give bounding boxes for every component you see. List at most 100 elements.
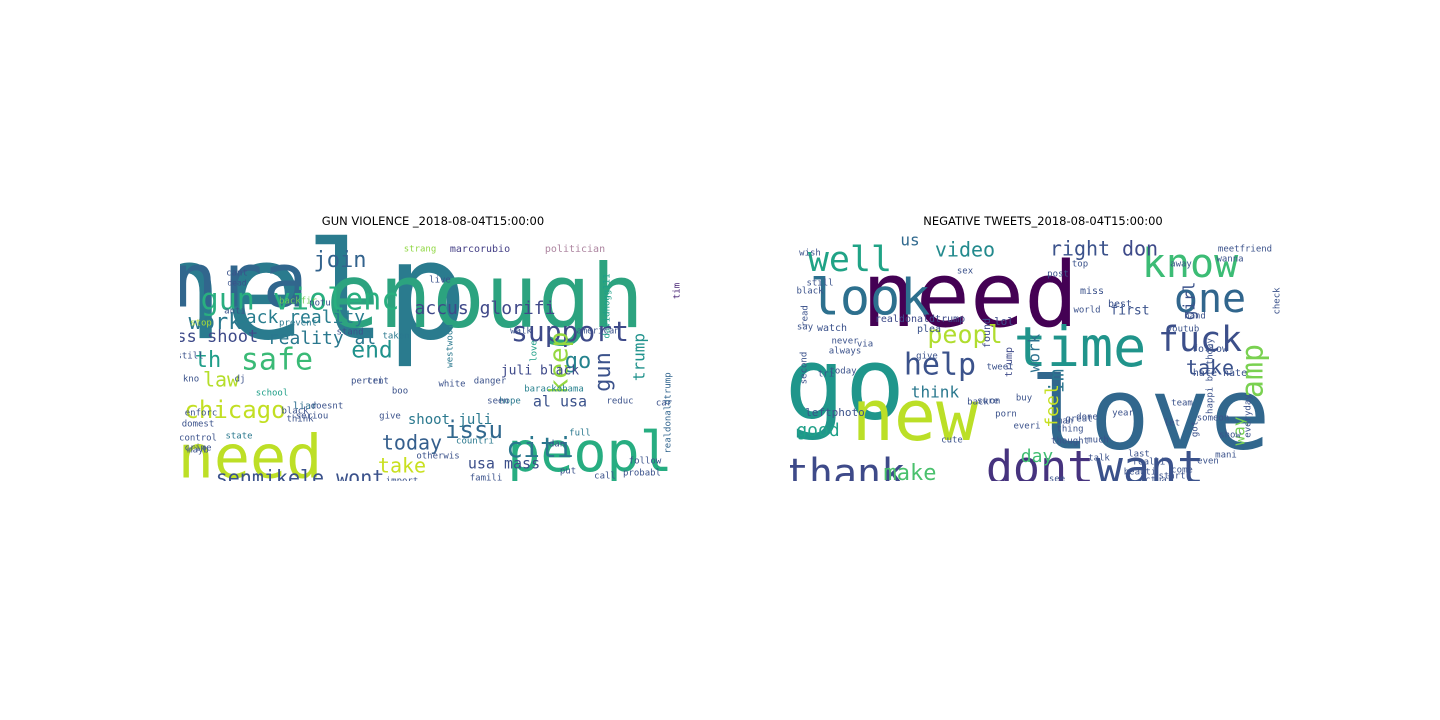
right-cloud-word-man: man [1057,417,1073,427]
right-cloud-word-still: still [806,279,833,289]
left-cloud-word-still: still [180,352,204,362]
left-cloud-word-trump: trump [630,333,649,381]
left-cloud-word-seriou: seriou [296,412,329,422]
left-cloud-word-state: state [225,432,252,442]
right-cloud-word-follow: follow [1192,344,1229,355]
right-cloud-word-never: never [831,337,859,347]
right-cloud-word-thought: thought [1051,437,1089,447]
left-cloud-word-tim: tim [673,283,683,299]
right-cloud-word-always: always [829,347,862,357]
left-cloud-word-liar: liar [293,401,317,412]
left-cloud-word-peopl: peopl [507,420,673,481]
left-cloud-word-otherwis: otherwis [416,452,459,462]
left-cloud-word-seen: seen [487,397,509,407]
left-cloud-word-work: work [189,310,242,335]
right-cloud-word-meetfriend: meetfriend [1218,245,1272,255]
left-cloud-word-tri: tri [367,377,383,387]
right-cloud-word-got: got [1191,421,1201,437]
right-cloud-word-world: world [1073,306,1100,316]
left-cloud-word-politician: politician [545,244,605,255]
right-cloud-word-wish: wish [799,249,821,259]
right-cloud-word-sex: sex [957,267,974,277]
right-cloud-word-come: come [1171,466,1193,476]
right-word-cloud: need love go new look time know one want thank don… [790,231,1295,481]
left-cloud-word-realdonaldtrump: realdonaldtrump [664,372,674,453]
right-cloud-word-take: take [1186,356,1234,380]
right-cloud-word-realli: realli [1133,458,1166,468]
left-cloud-word-juli-black: juli black [501,364,579,379]
right-cloud-word-someon: someon [1197,414,1230,424]
left-cloud-word-walk: walk [510,327,532,337]
left-word-cloud: help enough nra need peopl gun violenc support… [180,231,685,481]
right-cloud-word-miss: miss [1080,286,1104,297]
right-cloud-word-want: want [1096,441,1204,481]
right-cloud-word-great: great [1065,415,1092,425]
right-cloud-word-check: check [1273,287,1283,315]
left-cloud-word-full: full [569,429,591,439]
left-cloud-word-join: join [314,248,367,273]
left-cloud-word-keep: keep [545,332,575,395]
left-cloud-word-support: support [511,315,629,348]
left-cloud-word-mass-shoot: mass shoot [180,327,258,347]
right-cloud-word-make: make [884,461,937,481]
left-cloud-word-domest: domest [182,420,215,430]
left-panel-title: GUN VIOLENCE _2018-08-04T15:00:00 [321,214,545,228]
right-cloud-word-away: away [1170,260,1192,270]
left-cloud-word-school: school [256,389,289,399]
right-cloud-word-new: new [852,375,979,457]
right-cloud-word-think: think [911,383,960,402]
right-cloud-word-give: give [916,352,938,362]
right-cloud-word-read: read [801,305,811,327]
right-cloud-word-talk: talk [1088,454,1110,464]
right-cloud-word-watch: watch [817,323,847,334]
left-cloud-word-citi: citi [506,431,573,464]
right-cloud-word-amp: amp [1236,344,1271,398]
right-cloud-word-actual: actual [1140,476,1173,482]
left-cloud-word-anti: anti [224,307,246,317]
left-cloud-word-think: think [286,415,314,425]
left-cloud-word-dead: dead [227,279,246,288]
right-cloud-word-porn: porn [995,410,1017,420]
left-cloud-word-boo: boo [392,387,408,397]
left-cloud-word-take: take [378,454,426,478]
right-cloud-word-realdonaldtrump: realdonaldtrump [875,314,965,325]
right-cloud-word-girl: girl [1180,282,1199,321]
right-cloud-word-right: right [1050,237,1110,261]
right-cloud-word-sure: sure [977,397,999,407]
right-cloud-word-need: need [862,243,1079,348]
right-cloud-word-beauti: beauti [1124,468,1157,478]
left-cloud-word-westwood: westwood [446,324,456,367]
right-cloud-word-happi-birthday: happi birthday [1206,337,1216,413]
right-cloud-word-thank: thank [790,451,905,481]
left-cloud-word-famili: famili [470,474,503,482]
right-cloud-word-thing: thing [1056,425,1083,435]
right-cloud-word-even: even [1197,457,1219,467]
right-cloud-word-youtub: youtub [1167,325,1200,335]
left-cloud-word-th: th [195,348,222,373]
right-cloud-word-feel: feel [1042,384,1063,427]
right-cloud-word-first: first [1110,304,1149,319]
right-cloud-word-everyday: everyday [1244,394,1254,438]
left-cloud-word-barackobama: barackobama [524,385,584,395]
right-cloud-word-team: team [1171,399,1193,409]
left-cloud-word-live: live [429,276,451,286]
right-cloud-word-way: way [1230,416,1249,445]
left-cloud-word-gun: gun [591,352,616,392]
left-cloud-word-strang: strang [404,245,437,255]
left-cloud-word-davidhogg111: davidhogg111 [603,273,613,338]
left-cloud-word-control: control [180,434,217,444]
right-cloud-word-start: start [1158,472,1185,482]
left-cloud-word-percent: percent [351,377,389,387]
left-cloud-word-countri: countri [456,437,494,447]
right-cloud-word-time: time [1014,315,1146,379]
right-cloud-word-day: day [1021,446,1054,467]
left-cloud-word-shoot-juli: shoot juli [408,412,492,428]
right-cloud-word-found: found [982,318,993,348]
right-cloud-word-cute: cute [941,436,963,446]
left-cloud-word-go: go [565,349,592,374]
right-cloud-word-us: us [900,231,919,250]
right-cloud-word-hate-hate: hate hate [1193,368,1247,379]
right-cloud-word-back: back [967,398,989,408]
